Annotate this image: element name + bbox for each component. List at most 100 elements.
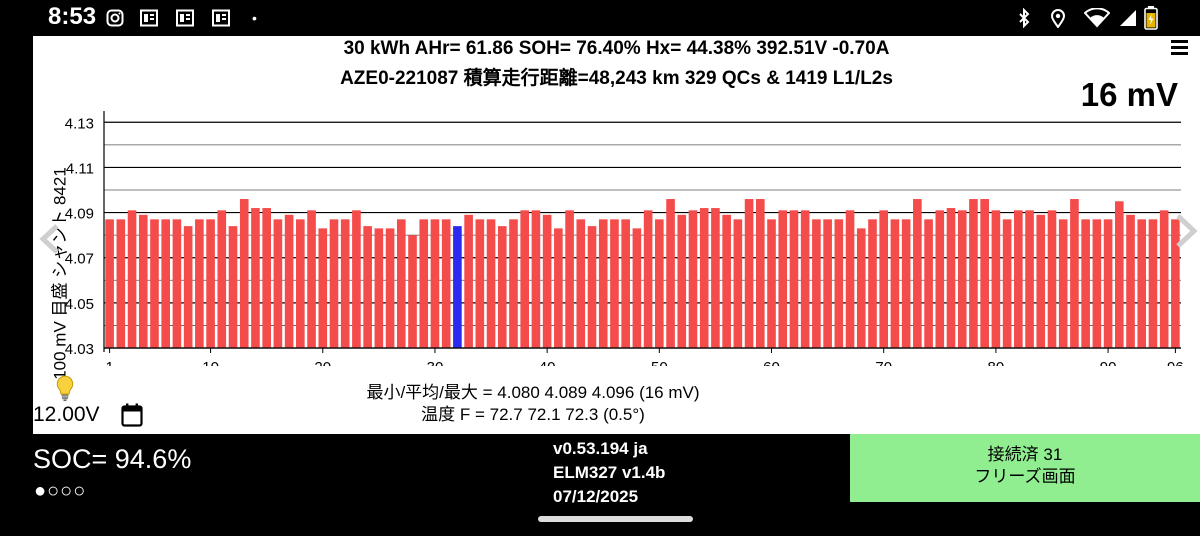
voltage-spread-label: 16 mV	[1080, 76, 1178, 113]
cell-bar	[340, 219, 350, 348]
cell-bar	[789, 210, 799, 348]
cell-bar	[1025, 210, 1034, 348]
cell-bar	[554, 228, 563, 348]
cell-bar	[565, 210, 574, 348]
status-bar: 8:53 •	[0, 0, 1200, 36]
x-tick-label: 80	[988, 359, 1005, 366]
freeze-screen-label: フリーズ画面	[974, 467, 1076, 486]
news-icon	[140, 9, 158, 27]
cell-bar	[1036, 214, 1046, 348]
cell-bar	[1114, 201, 1124, 348]
wifi-icon	[1084, 8, 1110, 28]
lightbulb-icon[interactable]	[55, 374, 75, 402]
chevron-right-icon[interactable]	[1172, 214, 1200, 248]
cell-bar	[430, 219, 440, 348]
y-axis-title: 100 mV 目盛 シャント 8421	[50, 167, 70, 380]
cell-bar	[1092, 219, 1102, 348]
cell-bar	[1148, 219, 1158, 348]
cell-bar	[643, 210, 653, 348]
cell-bar	[408, 235, 417, 348]
battery-icon	[1144, 6, 1158, 30]
cell-bar	[957, 210, 967, 348]
cell-bar	[329, 219, 339, 348]
cell-bar	[172, 219, 182, 348]
y-tick-label: 4.03	[65, 341, 94, 358]
instagram-icon	[106, 9, 124, 27]
news-icon	[212, 9, 230, 27]
cell-bar	[1014, 210, 1023, 348]
cell-bar	[677, 214, 687, 348]
bluetooth-icon	[1019, 8, 1030, 28]
cell-bar	[1171, 219, 1180, 348]
temperature-stats: 温度 F = 72.7 72.1 72.3 (0.5°)	[421, 405, 645, 424]
cell-bar	[610, 219, 619, 348]
cell-voltage-chart: 4.03 4.05 4.07 4.09 4.11 4.13 1 10 20 30 40 50 60 70 8…	[65, 111, 1184, 366]
cell-bar	[183, 226, 193, 348]
cell-bar	[531, 210, 541, 348]
elm-version: ELM327 v1.4b	[553, 463, 666, 482]
cell-bar	[464, 214, 473, 348]
cell-bar	[150, 219, 159, 348]
current-date: 07/12/2025	[553, 487, 639, 506]
y-tick-label: 4.13	[65, 115, 94, 132]
menu-icon[interactable]	[1171, 40, 1188, 56]
cell-bar	[396, 219, 406, 348]
cell-bar	[542, 214, 552, 348]
x-tick-label: 1	[105, 359, 113, 366]
cell-bar	[834, 219, 844, 348]
cell-bar	[823, 219, 832, 348]
cell-bar	[655, 219, 664, 348]
cell-bar	[744, 199, 754, 348]
cell-bar	[890, 219, 900, 348]
cell-bar	[509, 219, 518, 348]
page-indicator[interactable]: ●○○○	[34, 480, 87, 502]
cell-bar	[127, 210, 137, 348]
cell-bar	[688, 210, 698, 348]
cell-bar	[767, 219, 776, 348]
calendar-icon[interactable]	[121, 403, 143, 427]
cell-bar	[856, 228, 866, 348]
cell-bar	[374, 228, 384, 348]
voltage-stats: 最小/平均/最大 = 4.080 4.089 4.096 (16 mV)	[366, 383, 700, 402]
x-tick-label: 50	[651, 359, 668, 366]
cell-bar	[980, 199, 989, 348]
y-tick-label: 4.11	[66, 160, 94, 177]
home-indicator[interactable]	[538, 516, 693, 522]
cell-bar	[239, 199, 249, 348]
cell-bar	[352, 210, 361, 348]
cell-bar	[138, 214, 148, 348]
y-tick-label: 4.07	[65, 251, 94, 268]
cell-bar	[1137, 219, 1147, 348]
cell-bar	[251, 208, 260, 348]
x-tick-label: 20	[314, 359, 331, 366]
y-tick-label: 4.05	[65, 296, 94, 313]
cell-bar	[441, 219, 451, 348]
cell-bar	[845, 210, 855, 348]
cell-bar	[228, 226, 238, 348]
location-icon	[1050, 9, 1066, 28]
cell-bar	[419, 219, 429, 348]
connection-freeze-button[interactable]: 接続済 31 フリーズ画面	[850, 434, 1200, 502]
chevron-left-icon[interactable]	[39, 224, 61, 254]
cell-bar	[879, 210, 889, 348]
aux-battery-voltage: 12.00V	[33, 403, 100, 426]
cell-bar	[206, 219, 215, 348]
x-tick-label: 96	[1167, 359, 1184, 366]
connection-status-label: 接続済 31	[987, 445, 1063, 464]
cell-bar	[991, 210, 1001, 348]
battery-panel: 4.03 4.05 4.07 4.09 4.11 4.13 1 10 20 30 40 50 60 70 8…	[33, 36, 1200, 434]
cell-bar	[868, 219, 877, 348]
cell-bar	[901, 219, 911, 348]
cell-bar	[666, 199, 675, 348]
app-version: v0.53.194 ja	[553, 439, 648, 458]
cell-bar	[486, 219, 496, 348]
vehicle-summary: AZE0-221087 積算走行距離=48,243 km 329 QCs & 1…	[340, 68, 893, 89]
cell-bar	[520, 210, 530, 348]
cell-bar	[1002, 219, 1012, 348]
cell-bar	[318, 228, 328, 348]
cell-bar	[913, 199, 922, 348]
cell-bar	[778, 210, 788, 348]
cell-bar	[733, 219, 743, 348]
cell-bar	[475, 219, 485, 348]
cell-bar	[1126, 214, 1135, 348]
